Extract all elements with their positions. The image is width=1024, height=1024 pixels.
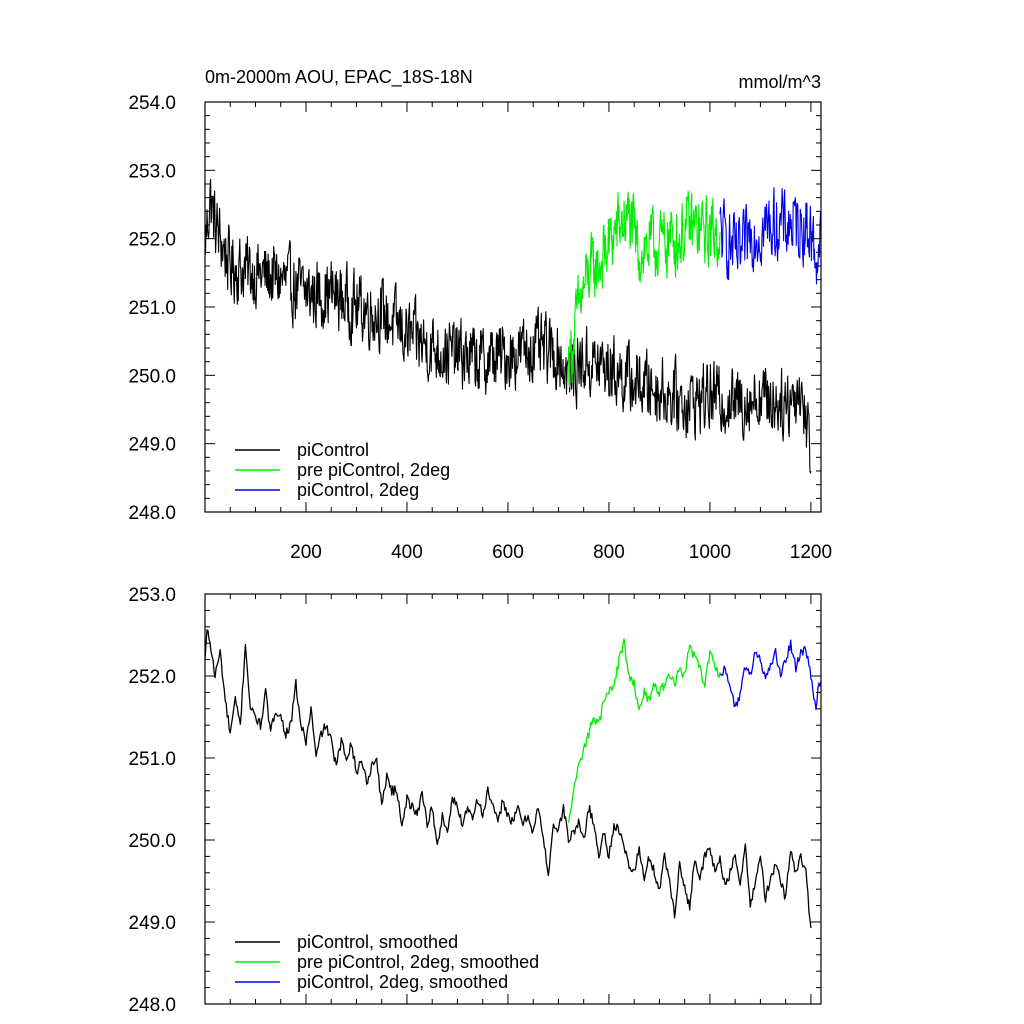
bottom-plot-frame xyxy=(204,593,822,1005)
units-label: mmol/m^3 xyxy=(739,72,821,92)
top-y-tick-label: 254.0 xyxy=(128,93,176,114)
top-legend-label: piControl, 2deg xyxy=(297,480,419,500)
top-y-tick-label: 250.0 xyxy=(128,366,176,387)
series-line-picontrol xyxy=(204,178,812,474)
bottom-legend-label: piControl, 2deg, smoothed xyxy=(297,972,508,992)
top-x-tick-label: 800 xyxy=(593,542,625,563)
bottom-y-tick-label: 249.0 xyxy=(128,913,176,934)
bottom-axes: 248.0 249.0 250.0 251.0 252.0 253.0 xyxy=(128,585,822,1016)
bottom-series-group xyxy=(204,629,822,929)
panel-top: 0m-2000m AOU, EPAC_18S-18N mmol/m^3 248.… xyxy=(128,67,832,563)
bottom-legend-label: piControl, smoothed xyxy=(297,932,458,952)
series-line-pre-picontrol-2deg xyxy=(567,190,721,388)
bottom-y-tick-label: 251.0 xyxy=(128,749,176,770)
series-line-picontrol-2deg xyxy=(719,186,822,285)
series-line-picontrol-2deg-smoothed xyxy=(719,639,822,711)
bottom-legend-label: pre piControl, 2deg, smoothed xyxy=(297,952,539,972)
top-x-tick-label: 400 xyxy=(391,542,423,563)
top-y-tick-label: 251.0 xyxy=(128,298,176,319)
bottom-y-tick-label: 248.0 xyxy=(128,995,176,1016)
top-x-tick-label: 200 xyxy=(290,542,322,563)
top-x-tick-label: 600 xyxy=(492,542,524,563)
top-y-tick-label: 252.0 xyxy=(128,230,176,251)
series-line-pre-picontrol-2deg-smoothed xyxy=(567,638,721,823)
top-y-tick-label: 253.0 xyxy=(128,161,176,182)
panel-bottom: 248.0 249.0 250.0 251.0 252.0 253.0 piControl… xyxy=(128,585,822,1016)
top-x-tick-label: 1000 xyxy=(689,542,731,563)
series-line-picontrol-smoothed xyxy=(204,629,812,929)
top-y-tick-label: 249.0 xyxy=(128,435,176,456)
top-x-tick-label: 1200 xyxy=(790,542,832,563)
chart-title: 0m-2000m AOU, EPAC_18S-18N xyxy=(205,67,473,88)
bottom-y-tick-label: 253.0 xyxy=(128,585,176,606)
top-series-group xyxy=(204,178,822,474)
top-y-tick-label: 248.0 xyxy=(128,503,176,524)
top-axes: 248.0 249.0 250.0 251.0 252.0 253.0 254.0 200 40… xyxy=(128,93,832,563)
bottom-y-tick-label: 250.0 xyxy=(128,831,176,852)
top-legend-label: piControl xyxy=(297,440,369,460)
bottom-y-tick-label: 252.0 xyxy=(128,667,176,688)
top-legend-label: pre piControl, 2deg xyxy=(297,460,450,480)
